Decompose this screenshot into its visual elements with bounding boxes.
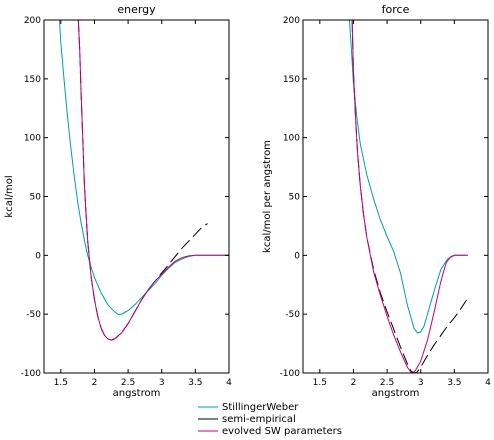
energy-chart: energy 1.5 2 2.5 3 3.5 4 -100 -50 0 50 100 150 200 ang…: [4, 3, 232, 399]
chart-title: energy: [117, 3, 156, 16]
series-line-semi-empirical: [77, 20, 208, 341]
x-tick-label: 3.5: [188, 378, 202, 388]
y-tick-label: 0: [35, 251, 41, 261]
x-tick-label: 2.5: [380, 378, 394, 388]
x-tick-label: 3: [159, 378, 165, 388]
y-tick-label: 100: [24, 134, 41, 144]
x-axis-label: angstrom: [113, 388, 161, 399]
y-tick-label: 50: [289, 193, 301, 203]
series-line-stillingerweber: [348, 20, 468, 334]
x-axis-label: angstrom: [372, 388, 420, 399]
series-line-evolved-sw-parameters: [77, 20, 229, 341]
plot-frame: [302, 19, 489, 374]
legend-entry: semi-empirical: [222, 414, 296, 425]
y-tick-label: 50: [30, 193, 42, 203]
legend-entry: evolved SW parameters: [222, 426, 342, 437]
plot-frame: [43, 19, 230, 374]
y-tick-label: 200: [24, 16, 41, 26]
y-axis-label: kcal/mol per angstrom: [262, 140, 273, 253]
x-tick-label: 1.5: [54, 378, 68, 388]
chart-title: force: [382, 3, 410, 16]
y-tick-label: -100: [21, 369, 42, 379]
y-axis-label: kcal/mol: [4, 175, 15, 217]
series-line-semi-empirical: [351, 20, 467, 373]
y-tick-label: -100: [280, 369, 301, 379]
x-tick-label: 4: [226, 378, 232, 388]
legend-entry: StillingerWeber: [222, 402, 299, 413]
series-line-evolved-sw-parameters: [351, 20, 468, 373]
x-tick-label: 3.5: [447, 378, 461, 388]
x-tick-label: 1.5: [313, 378, 327, 388]
x-tick-label: 2: [351, 378, 357, 388]
x-tick-label: 4: [485, 378, 491, 388]
x-tick-label: 3: [418, 378, 424, 388]
y-tick-label: 0: [294, 251, 300, 261]
y-tick-label: 200: [283, 16, 300, 26]
y-tick-label: 150: [24, 75, 41, 85]
y-tick-label: -50: [285, 310, 300, 320]
force-chart: force 1.5 2 2.5 3 3.5 4 -100 -50 0 50 100 150 200 angs…: [262, 3, 491, 399]
y-tick-label: 150: [283, 75, 300, 85]
x-tick-label: 2: [92, 378, 98, 388]
y-tick-label: -50: [26, 310, 41, 320]
series-line-stillingerweber: [59, 20, 229, 315]
y-tick-label: 100: [283, 134, 300, 144]
x-tick-label: 2.5: [121, 378, 135, 388]
